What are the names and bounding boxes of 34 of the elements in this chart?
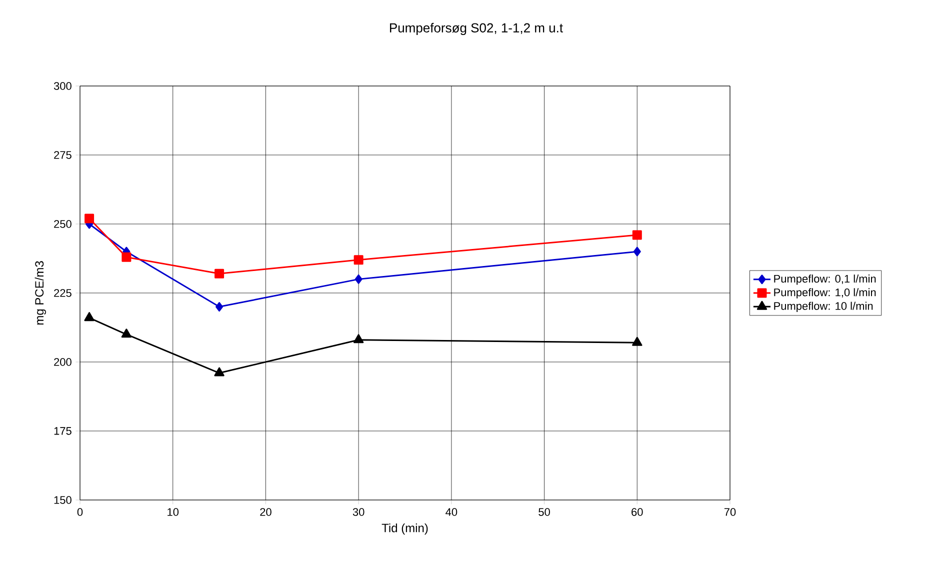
x-tick-label: 20 [260, 508, 272, 516]
point [632, 230, 642, 240]
y-tick-label: 250 [54, 220, 72, 228]
y-axis-title: mg PCE/m3 [34, 261, 46, 325]
point [122, 252, 132, 262]
x-tick-label: 40 [446, 508, 458, 516]
x-tick-label: 30 [352, 508, 364, 516]
y-tick-label: 300 [54, 82, 72, 90]
point [121, 328, 132, 338]
point [214, 367, 224, 376]
legend-label: Pumpeflow: 0,1 l/min [774, 274, 876, 285]
y-tick-label: 275 [54, 151, 72, 159]
point [216, 302, 224, 312]
y-tick-label: 200 [54, 358, 72, 366]
x-tick-label: 0 [77, 508, 83, 516]
point [214, 268, 224, 278]
x-tick-label: 60 [632, 508, 643, 516]
point [354, 274, 362, 284]
legend-label: Pumpeflow: 1,0 l/min [774, 288, 876, 298]
point [632, 336, 642, 346]
x-tick-label: 70 [724, 508, 736, 516]
x-tick-label: 10 [168, 508, 179, 516]
legend-label: Pumpeflow: 10 l/min [774, 302, 873, 312]
point [84, 312, 94, 322]
point [84, 214, 94, 224]
y-tick-label: 175 [54, 427, 72, 435]
x-axis-title: Tid (min) [382, 523, 428, 535]
point [354, 255, 364, 265]
y-tick-label: 150 [54, 496, 72, 504]
y-tick-label: 225 [54, 289, 72, 297]
x-tick-label: 50 [538, 508, 550, 516]
point [633, 246, 641, 256]
chart-title: Pumpeforsøg S02, 1-1,2 m u.t [390, 22, 563, 36]
point [353, 334, 364, 344]
